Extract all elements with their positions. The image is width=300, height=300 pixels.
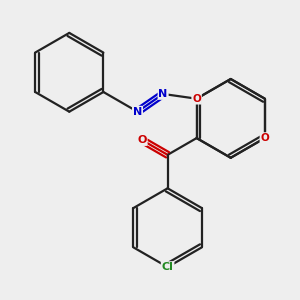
- Text: N: N: [158, 89, 168, 99]
- Text: Cl: Cl: [162, 262, 173, 272]
- Text: N: N: [133, 107, 142, 117]
- Text: O: O: [192, 94, 201, 104]
- Text: O: O: [137, 135, 147, 145]
- Text: O: O: [260, 133, 269, 143]
